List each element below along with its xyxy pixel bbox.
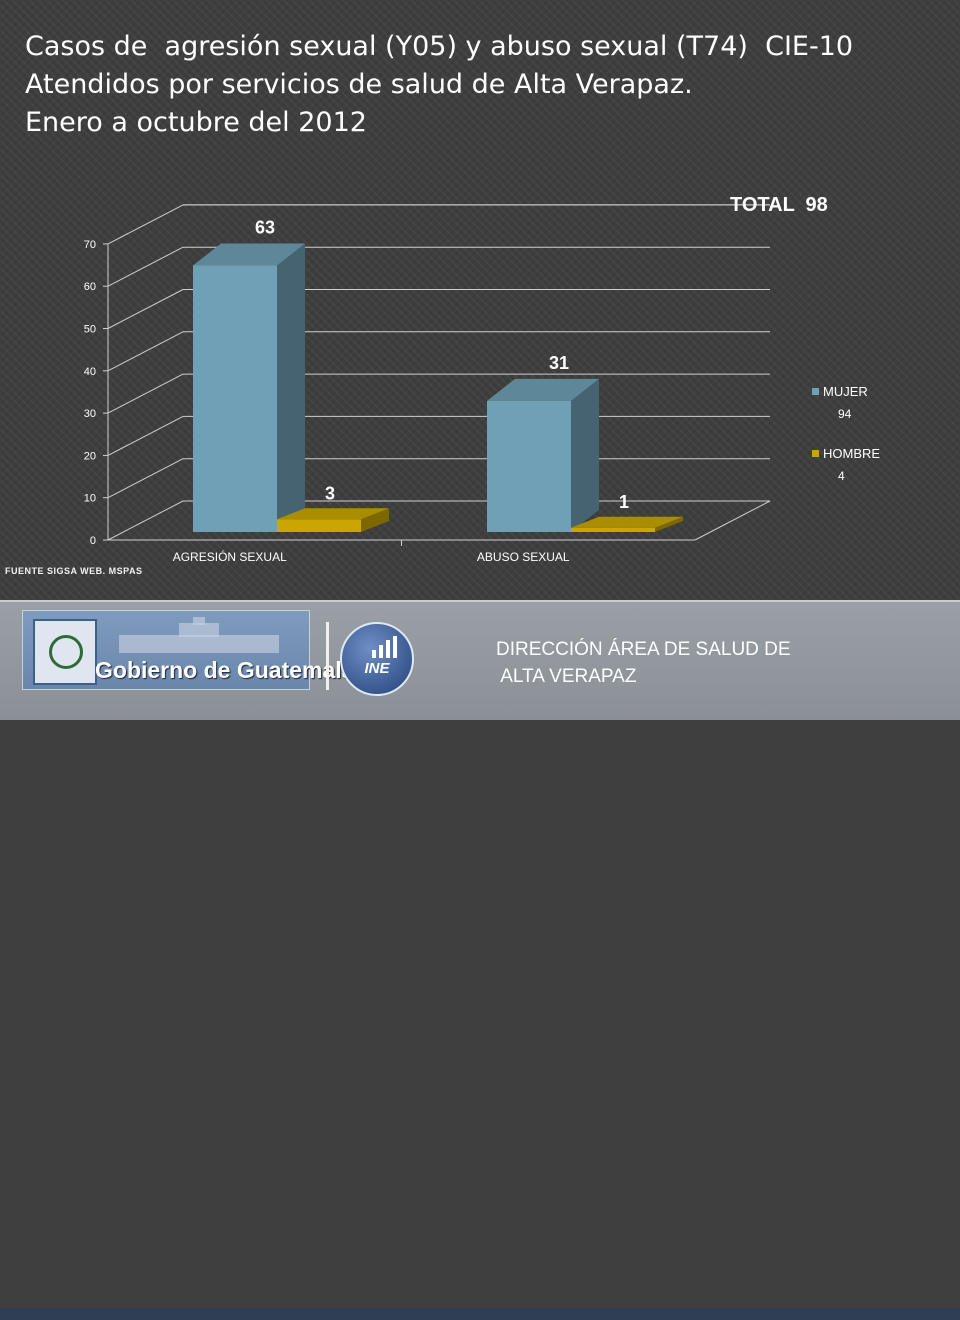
footer-bottom-strip [0,1308,960,1320]
footer-top-line [0,600,960,602]
y-axis-ticks: 0 10 20 30 40 50 60 70 [84,239,108,547]
total-label: TOTAL 98 [730,194,828,216]
slide-title: Casos de agresión sexual (Y05) y abuso s… [25,28,925,142]
grid-line-side [107,415,184,456]
bar-mujer [193,265,277,532]
legend-swatch-mujer [812,388,819,395]
legend-value: 94 [838,407,852,421]
grid-line-side [107,204,184,245]
y-tick-label: 40 [84,366,96,378]
gobierno-logo: Gobierno de Guatemala [22,610,355,690]
direccion-line-2: ALTA VERAPAZ [496,666,637,687]
legend-label: HOMBRE [823,446,880,461]
grid-line-side [107,289,184,329]
footer-banner: Gobierno de Guatemala INE [0,600,960,1320]
title-line-2: Atendidos por servicios de salud de Alta… [25,69,693,100]
bar-chart: 0 10 20 30 40 50 60 70 AGRESIÓN SEXUAL ABUSO SEX… [84,204,880,564]
y-tick-label: 70 [84,239,96,251]
ine-logo-icon: INE [340,622,414,696]
bar-top [487,378,599,401]
data-label: 3 [325,483,335,503]
gobierno-text: Gobierno de Guatemala [95,657,355,683]
grid-line-side [107,331,184,372]
palace-icon [119,617,279,653]
x-category-label: AGRESIÓN SEXUAL [173,549,287,564]
bar-top [193,243,305,266]
direccion-text: DIRECCIÓN ÁREA DE SALUD DE ALTA VERAPAZ [496,636,791,690]
legend-label: MUJER [823,384,868,399]
x-axis-categories: AGRESIÓN SEXUAL ABUSO SEXUAL [173,540,570,564]
bar-mujer [487,400,571,532]
data-label: 1 [619,492,629,512]
bar-side [655,516,683,532]
bar-side [571,378,599,532]
slide-background [0,0,960,600]
footer-divider [326,622,329,690]
grid-line-side [107,458,184,499]
legend-swatch-hombre [812,450,819,457]
chart-bars [193,243,683,532]
ine-text: INE [364,660,390,677]
x-category-label: ABUSO SEXUAL [477,550,570,564]
bar-side [361,508,389,532]
title-line-3: Enero a octubre del 2012 [25,107,367,138]
chart-floor [107,500,771,541]
grid-line-side [107,246,184,287]
y-tick-label: 0 [90,535,96,547]
data-label: 31 [549,353,569,373]
direccion-line-1: DIRECCIÓN ÁREA DE SALUD DE [496,639,791,660]
y-tick-label: 60 [84,281,96,293]
y-tick-label: 50 [84,324,96,336]
data-label: 63 [255,218,275,238]
y-tick-label: 20 [84,450,96,462]
y-tick-label: 10 [84,493,96,505]
source-note: FUENTE SIGSA WEB. MSPAS [5,566,143,576]
chart-legend: MUJER 94 HOMBRE 4 [812,384,880,483]
coat-of-arms-icon [33,619,97,685]
bar-side [277,243,305,532]
bar-top [277,508,389,520]
grid-line-side [107,373,184,414]
y-tick-label: 30 [84,408,96,420]
title-line-1: Casos de agresión sexual (Y05) y abuso s… [25,31,854,62]
bar-hombre [571,527,655,532]
bar-hombre [277,519,361,532]
bar-top [571,516,683,528]
legend-value: 4 [838,469,845,483]
